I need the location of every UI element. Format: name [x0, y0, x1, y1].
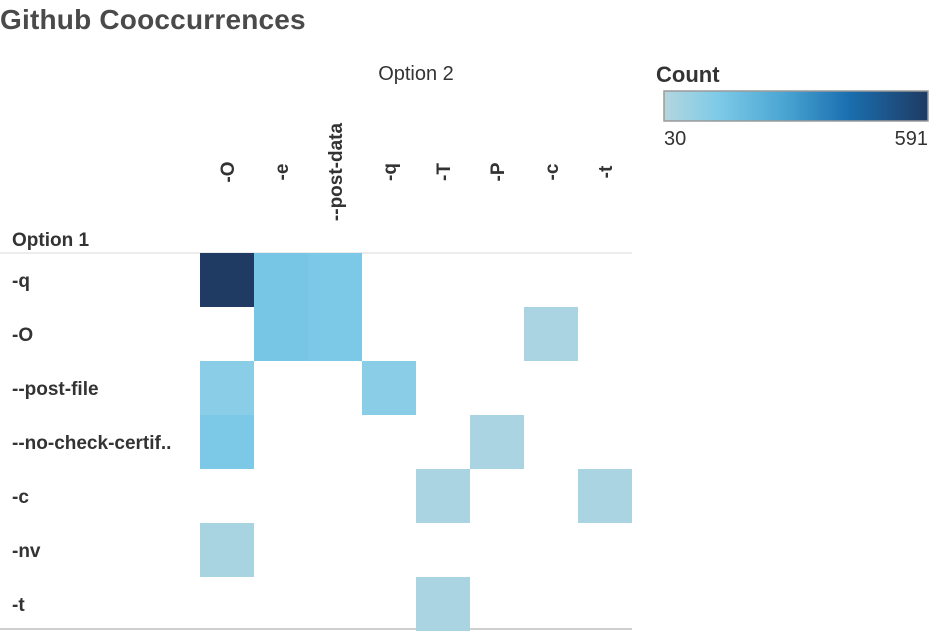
x-tick-label: --post-data — [326, 122, 347, 221]
color-legend: Count 30 591 — [656, 62, 929, 150]
heatmap-cell[interactable] — [254, 253, 308, 307]
x-tick-label: -T — [434, 163, 455, 181]
x-axis-header: Option 2 — [378, 63, 454, 85]
legend-min-label: 30 — [664, 128, 686, 150]
y-axis-header: Option 1 — [12, 230, 89, 251]
heatmap-cell[interactable] — [200, 253, 254, 307]
y-tick-label: -q — [12, 271, 30, 292]
x-tick-label: -O — [218, 161, 239, 182]
x-tick-label: -q — [380, 163, 401, 181]
heatmap-cell[interactable] — [416, 577, 470, 631]
legend-gradient-bar — [663, 90, 929, 122]
y-tick-label: -c — [12, 487, 29, 508]
y-tick-label: --post-file — [12, 379, 99, 400]
legend-title: Count — [656, 62, 720, 87]
heatmap-cell[interactable] — [254, 307, 308, 361]
chart-title: Github Cooccurrences — [0, 4, 306, 35]
y-tick-label: --no-check-certif.. — [12, 433, 171, 454]
y-tick-label: -nv — [12, 541, 41, 562]
heatmap-cell[interactable] — [200, 361, 254, 415]
heatmap-cell[interactable] — [362, 361, 416, 415]
heatmap-cell[interactable] — [524, 307, 578, 361]
heatmap-cell[interactable] — [200, 415, 254, 469]
x-tick-label: -P — [488, 162, 509, 181]
y-tick-label: -O — [12, 325, 33, 346]
y-tick-label: -t — [12, 595, 25, 616]
x-tick-label: -e — [272, 164, 293, 181]
heatmap-cell[interactable] — [578, 469, 632, 523]
x-tick-label: -c — [542, 163, 563, 180]
heatmap-cell[interactable] — [308, 307, 362, 361]
heatmap-cell[interactable] — [308, 253, 362, 307]
heatmap-cell[interactable] — [416, 469, 470, 523]
heatmap-cell[interactable] — [200, 523, 254, 577]
x-tick-label: -t — [596, 165, 617, 178]
heatmap-cell[interactable] — [470, 415, 524, 469]
legend-max-label: 591 — [895, 128, 928, 150]
